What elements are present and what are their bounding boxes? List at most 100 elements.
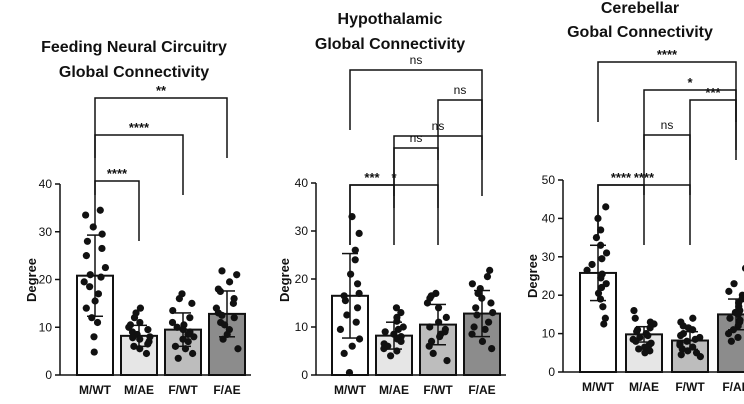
significance-label: **** (129, 120, 150, 135)
data-point (136, 304, 145, 312)
significance-label: **** (657, 47, 678, 62)
data-point (184, 337, 192, 346)
data-point (381, 328, 389, 336)
data-point (90, 333, 98, 341)
data-point (468, 280, 476, 288)
data-point (343, 311, 351, 319)
data-point (136, 345, 144, 353)
data-point (633, 328, 641, 336)
data-point (644, 331, 652, 340)
data-point (734, 333, 742, 342)
data-point (683, 337, 691, 345)
panel-cerebellar: Cerebellar Gobal Connectivity 0 10 20 30 40 50 D… (525, 0, 744, 394)
data-point (130, 314, 139, 322)
y-tick-label: 0 (548, 365, 555, 379)
data-point (353, 304, 362, 312)
x-tick-label: F/AE (213, 383, 240, 397)
data-point (599, 303, 607, 311)
data-point (347, 270, 355, 278)
data-point (230, 314, 238, 322)
data-point (489, 309, 497, 317)
significance-label: *** (705, 85, 721, 100)
x-tick-label: M/AE (379, 383, 409, 397)
data-point (352, 318, 360, 326)
y-tick-label: 40 (295, 176, 309, 190)
significance-label: **** (107, 166, 128, 181)
data-point (218, 311, 226, 319)
data-point (130, 342, 138, 350)
data-point (351, 256, 359, 264)
data-point (353, 280, 362, 288)
data-point (597, 226, 605, 234)
data-point (188, 299, 196, 307)
data-point (596, 241, 605, 249)
data-point (225, 278, 234, 286)
x-tick-label: F/WT (168, 383, 198, 397)
data-point (472, 304, 480, 312)
significance-bracket (597, 184, 645, 245)
data-point (168, 318, 177, 327)
data-point (179, 326, 187, 334)
data-point (442, 313, 450, 321)
significance-bracket (94, 134, 184, 195)
data-point (387, 352, 395, 360)
data-point (96, 206, 104, 214)
significance-bracket (437, 99, 483, 160)
significance-label: ns (432, 119, 445, 133)
significance-label: ** (156, 83, 167, 98)
data-point (691, 335, 699, 343)
data-point (223, 330, 231, 339)
data-point (631, 314, 639, 322)
data-point (82, 211, 90, 219)
data-point (689, 326, 697, 334)
data-point (429, 349, 437, 357)
chart-title-line: Gobal Connectivity (567, 24, 713, 41)
data-point (725, 287, 733, 295)
data-point (598, 255, 606, 263)
data-point (641, 343, 649, 351)
data-point (434, 304, 443, 312)
data-point (724, 330, 733, 338)
data-point (169, 306, 177, 315)
data-point (175, 295, 183, 303)
data-point (355, 335, 364, 343)
data-point (234, 345, 242, 353)
chart-title-line: Global Connectivity (59, 64, 209, 81)
data-point (91, 297, 99, 305)
y-tick-label: 10 (295, 320, 309, 334)
significance-label: *** (364, 170, 380, 185)
data-point (677, 331, 685, 340)
significance-label: ns (454, 83, 467, 97)
y-tick-label: 30 (295, 224, 309, 238)
data-point (397, 309, 405, 317)
data-point (423, 299, 432, 307)
data-point (98, 244, 106, 253)
x-tick-label: M/AE (124, 383, 154, 397)
data-point (696, 353, 704, 361)
significance-label: * (687, 75, 693, 90)
y-tick-label: 40 (542, 211, 556, 225)
x-tick-label: F/AE (722, 380, 744, 394)
data-point (392, 304, 401, 312)
data-point (635, 345, 643, 353)
y-tick-label: 0 (301, 368, 308, 382)
data-point (588, 260, 596, 269)
data-point (486, 266, 494, 274)
significance-bracket (349, 69, 483, 130)
data-point (218, 267, 226, 275)
data-point (80, 278, 88, 286)
x-tick-label: F/WT (675, 380, 705, 394)
significance-bracket (597, 184, 691, 245)
data-point (484, 318, 493, 326)
y-tick-label: 10 (39, 320, 53, 334)
data-point (83, 237, 92, 245)
data-point (380, 345, 388, 353)
significance-bracket (393, 147, 439, 208)
significance-label: **** (634, 170, 655, 185)
data-point (478, 294, 486, 302)
data-point (136, 318, 144, 327)
data-point (470, 323, 478, 331)
y-tick-label: 40 (39, 177, 53, 191)
data-point (94, 290, 103, 298)
